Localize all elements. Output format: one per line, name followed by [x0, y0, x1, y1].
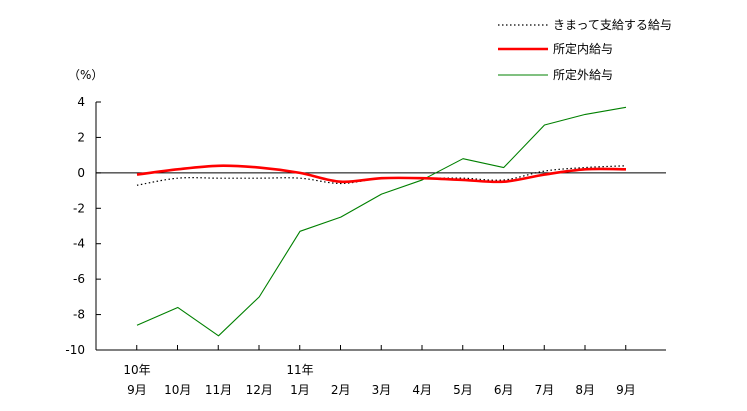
- y-tick-label: -6: [73, 272, 85, 286]
- legend-label: 所定内給与: [553, 41, 613, 56]
- y-tick-label: -10: [65, 343, 85, 357]
- y-tick-label: -2: [73, 201, 85, 215]
- x-year-label: 11年: [286, 363, 313, 377]
- x-tick-label: 11月: [205, 383, 232, 397]
- x-tick-label: 9月: [127, 383, 147, 397]
- axes-layer: [95, 102, 666, 351]
- y-tick-label: -4: [73, 237, 85, 251]
- legend-label: 所定外給与: [553, 67, 613, 82]
- x-tick-label: 2月: [331, 383, 351, 397]
- series-2: [136, 106, 627, 337]
- y-tick-label: -8: [73, 308, 85, 322]
- series-layer: [136, 106, 627, 337]
- series-line: [136, 106, 627, 337]
- x-tick-label: 1月: [290, 383, 310, 397]
- x-tick-label: 9月: [616, 383, 636, 397]
- series-1: [136, 164, 627, 184]
- y-tick-label: 2: [77, 130, 85, 144]
- ticks-layer: 4 2 0 -2 -4 -6 -8 -10 9月 10月 11月 12月 1月 2月 3月 4月 5月 6月 7月 8…: [65, 95, 635, 397]
- series-0: [136, 165, 627, 186]
- series-line: [136, 164, 627, 184]
- x-tick-label: 10月: [164, 383, 191, 397]
- y-tick-label: 0: [77, 166, 85, 180]
- legend-label: きまって支給する給与: [553, 18, 672, 32]
- x-tick-label: 3月: [372, 383, 392, 397]
- x-year-label: 10年: [123, 363, 150, 377]
- x-tick-label: 12月: [246, 383, 273, 397]
- x-tick-label: 5月: [453, 383, 473, 397]
- x-tick-label: 4月: [412, 383, 432, 397]
- y-unit-label: （%）: [68, 68, 103, 82]
- x-tick-label: 8月: [575, 383, 595, 397]
- y-tick-label: 4: [77, 95, 85, 109]
- series-line: [136, 165, 627, 186]
- x-tick-label: 6月: [494, 383, 514, 397]
- x-tick-label: 7月: [535, 383, 555, 397]
